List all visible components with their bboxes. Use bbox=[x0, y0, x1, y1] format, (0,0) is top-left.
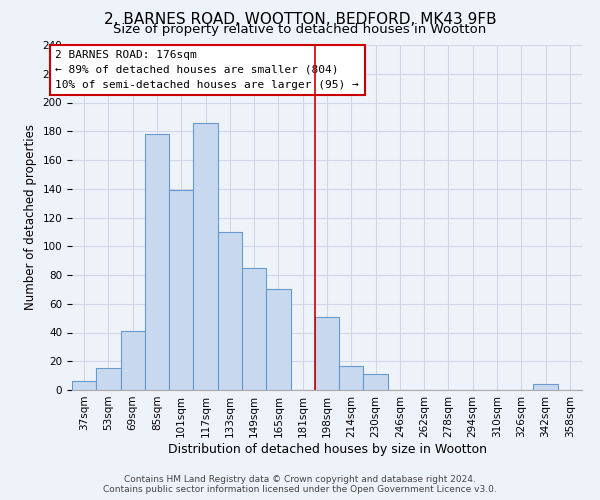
X-axis label: Distribution of detached houses by size in Wootton: Distribution of detached houses by size … bbox=[167, 442, 487, 456]
Bar bbox=[533, 384, 558, 390]
Bar bbox=[72, 382, 96, 390]
Bar bbox=[145, 134, 169, 390]
Bar bbox=[96, 368, 121, 390]
Bar bbox=[266, 290, 290, 390]
Bar bbox=[364, 374, 388, 390]
Bar bbox=[242, 268, 266, 390]
Bar bbox=[339, 366, 364, 390]
Text: 2 BARNES ROAD: 176sqm
← 89% of detached houses are smaller (804)
10% of semi-det: 2 BARNES ROAD: 176sqm ← 89% of detached … bbox=[55, 50, 359, 90]
Bar bbox=[121, 331, 145, 390]
Y-axis label: Number of detached properties: Number of detached properties bbox=[24, 124, 37, 310]
Text: Contains HM Land Registry data © Crown copyright and database right 2024.
Contai: Contains HM Land Registry data © Crown c… bbox=[103, 474, 497, 494]
Text: Size of property relative to detached houses in Wootton: Size of property relative to detached ho… bbox=[113, 24, 487, 36]
Bar bbox=[193, 122, 218, 390]
Bar bbox=[315, 316, 339, 390]
Bar bbox=[169, 190, 193, 390]
Text: 2, BARNES ROAD, WOOTTON, BEDFORD, MK43 9FB: 2, BARNES ROAD, WOOTTON, BEDFORD, MK43 9… bbox=[104, 12, 496, 28]
Bar bbox=[218, 232, 242, 390]
